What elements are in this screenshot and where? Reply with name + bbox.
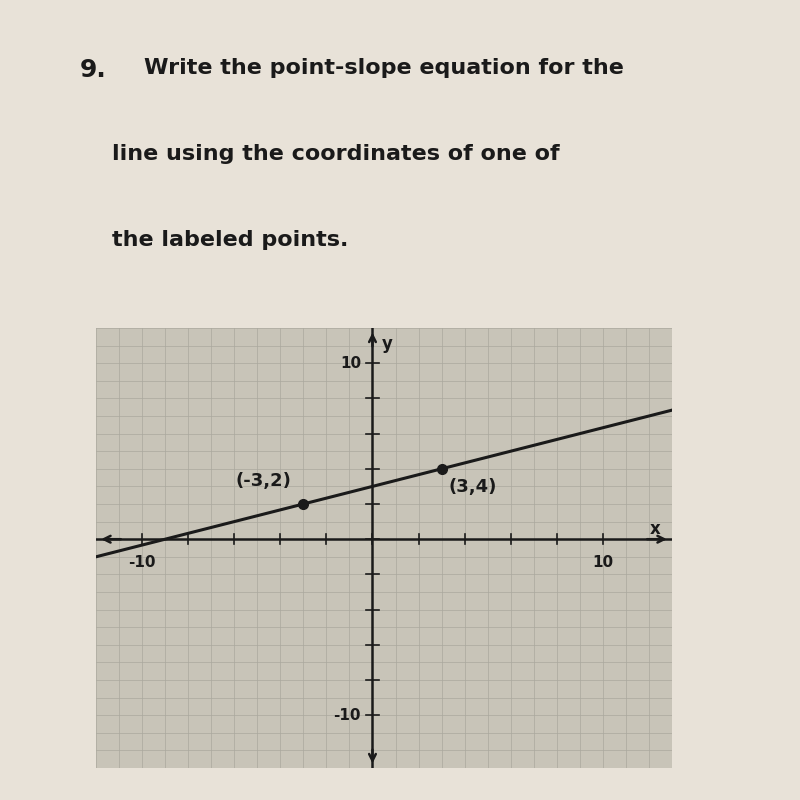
- Text: (-3,2): (-3,2): [236, 472, 292, 490]
- Text: (3,4): (3,4): [449, 478, 497, 495]
- Text: y: y: [382, 335, 393, 353]
- Text: the labeled points.: the labeled points.: [112, 230, 348, 250]
- Text: -10: -10: [334, 708, 361, 722]
- Text: 10: 10: [340, 356, 361, 370]
- Text: -10: -10: [128, 555, 156, 570]
- Text: 9.: 9.: [80, 58, 106, 82]
- Text: 10: 10: [592, 555, 614, 570]
- Text: x: x: [650, 520, 661, 538]
- Text: line using the coordinates of one of: line using the coordinates of one of: [112, 144, 560, 164]
- Text: Write the point-slope equation for the: Write the point-slope equation for the: [144, 58, 624, 78]
